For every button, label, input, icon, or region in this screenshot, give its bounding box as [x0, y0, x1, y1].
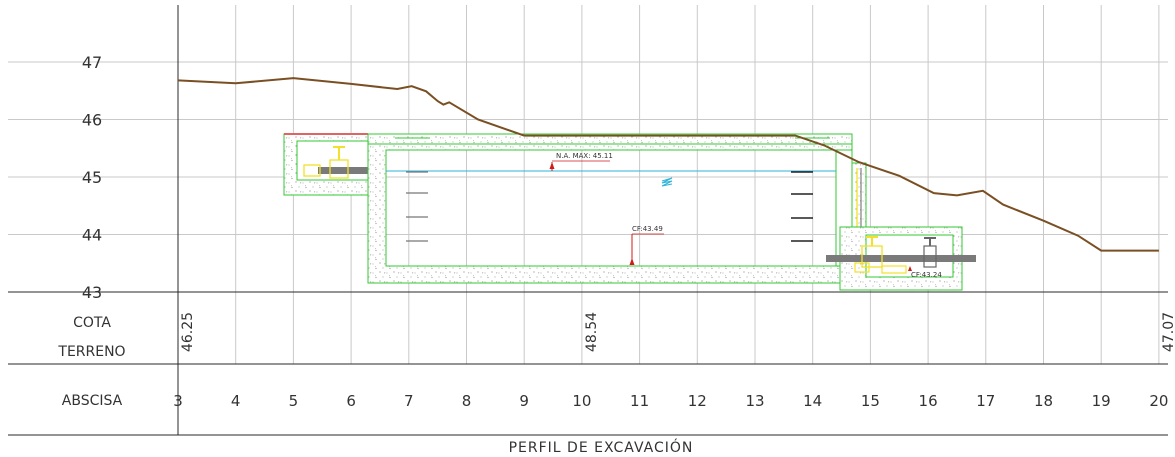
tank-bottom-marker: CF:43.49 — [629, 225, 664, 265]
water-symbol — [661, 177, 673, 187]
elevation-label: 43 — [82, 283, 102, 302]
abscisa-label: 3 — [173, 392, 183, 410]
abscisa-label: 15 — [861, 392, 880, 410]
terrain-profile-line — [177, 77, 1159, 252]
cota-row-label-1: COTA — [73, 315, 111, 331]
grid — [8, 5, 1168, 364]
abscisa-label: 16 — [919, 392, 938, 410]
water-level-marker: N.A. MAX: 45.11 — [549, 152, 613, 171]
ladder-rungs-left — [406, 171, 428, 242]
abscisa-label: 11 — [630, 392, 649, 410]
elevation-axis-labels: 47 46 45 44 43 — [82, 53, 102, 302]
inlet-valve-box — [283, 133, 369, 196]
abscisa-label: 18 — [1034, 392, 1053, 410]
abscisa-label: 19 — [1092, 392, 1111, 410]
abscisa-row-label: ABSCISA — [62, 393, 123, 409]
drawing-title: PERFIL DE EXCAVACIÓN — [509, 438, 694, 456]
box-bottom-annotation: CF:43.24 — [911, 271, 942, 279]
water-level-annotation: N.A. MAX: 45.11 — [556, 152, 613, 160]
abscisa-axis-labels: 3 4 5 6 7 8 9 10 11 12 13 14 15 16 17 18 19 20 — [173, 392, 1168, 410]
cota-row-label-2: TERRENO — [57, 344, 125, 360]
elevation-label: 47 — [82, 53, 102, 72]
abscisa-label: 6 — [346, 392, 356, 410]
elevation-label: 45 — [82, 168, 102, 187]
abscisa-label: 10 — [572, 392, 591, 410]
tank-bottom-annotation: CF:43.49 — [632, 225, 663, 233]
cota-value: 46.25 — [180, 312, 196, 352]
table-frame — [8, 5, 1168, 436]
main-tank: N.A. MAX: 45.11 CF:43.49 — [367, 133, 853, 284]
abscisa-label: 8 — [462, 392, 472, 410]
elevation-label: 44 — [82, 226, 102, 245]
cota-terreno-values: 46.25 48.54 47.07 — [180, 312, 1175, 352]
elevation-label: 46 — [82, 111, 102, 130]
abscisa-label: 17 — [976, 392, 995, 410]
abscisa-label: 4 — [231, 392, 241, 410]
abscisa-label: 12 — [688, 392, 707, 410]
abscisa-label: 5 — [289, 392, 299, 410]
abscisa-label: 14 — [803, 392, 822, 410]
abscisa-label: 20 — [1149, 392, 1168, 410]
abscisa-label: 9 — [519, 392, 529, 410]
abscisa-label: 7 — [404, 392, 414, 410]
cota-value: 48.54 — [584, 312, 600, 352]
outlet-valve-box: CF:43.24 — [826, 149, 976, 291]
ladder-rungs-right — [791, 171, 813, 242]
abscisa-label: 13 — [745, 392, 764, 410]
cota-value: 47.07 — [1161, 312, 1175, 352]
